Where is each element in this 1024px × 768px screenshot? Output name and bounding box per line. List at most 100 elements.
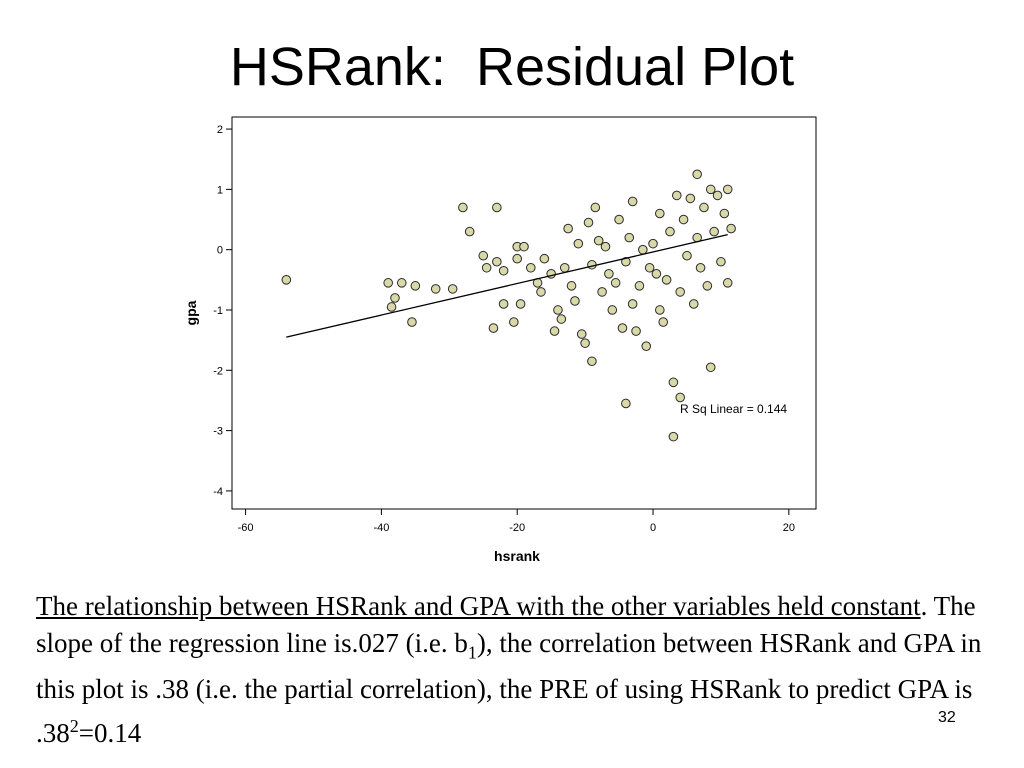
scatter-point	[519, 241, 529, 252]
scatter-point	[655, 208, 665, 219]
x-axis-label: hsrank	[494, 548, 540, 564]
scatter-point	[464, 226, 475, 237]
scatter-point	[509, 317, 519, 327]
y-tick-label: 1	[217, 184, 223, 196]
x-tick-label: -60	[238, 522, 254, 534]
scatter-point	[386, 302, 397, 312]
scatter-point	[621, 256, 631, 267]
scatter-point	[600, 241, 611, 252]
scatter-point	[407, 317, 417, 327]
scatter-point	[563, 223, 573, 234]
scatter-point	[665, 226, 675, 237]
scatter-point	[722, 184, 733, 195]
caption-text-3: =0.14	[78, 718, 142, 749]
x-axis-ticks: -60 -40 -20 0 20	[238, 509, 795, 534]
scatter-point	[631, 326, 641, 336]
caption-underlined-text: The relationship between HSRank and GPA …	[36, 591, 921, 621]
scatter-point	[525, 262, 536, 273]
scatter-point	[655, 305, 665, 315]
scatter-point	[396, 278, 407, 288]
scatter-point	[430, 284, 441, 294]
scatter-point	[624, 232, 635, 243]
scatter-point	[536, 287, 546, 297]
x-tick-label: -20	[509, 522, 525, 534]
scatter-point	[281, 275, 292, 285]
scatter-point	[614, 214, 624, 225]
scatter-point	[682, 250, 692, 261]
scatter-point	[651, 269, 662, 279]
x-tick-label: 0	[650, 522, 656, 534]
scatter-point	[607, 305, 618, 315]
regression-line	[286, 233, 728, 338]
y-axis-ticks: 2 1 0 -1 -2 -3 -4	[213, 124, 232, 498]
scatter-point	[668, 377, 679, 388]
y-tick-label: -2	[213, 365, 223, 377]
scatter-point	[597, 287, 607, 297]
caption-text-2: ), the correlation between HSRank and GP…	[36, 628, 982, 749]
r-squared-annotation: R Sq Linear = 0.144	[680, 402, 787, 416]
scatter-point	[705, 184, 716, 195]
scatter-point	[458, 202, 468, 213]
scatter-point	[410, 281, 421, 291]
y-tick-label: -4	[213, 486, 223, 498]
scatter-points	[281, 169, 736, 442]
scatter-point	[722, 278, 733, 288]
x-tick-label: 20	[783, 522, 795, 534]
scatter-point	[512, 253, 523, 264]
caption-superscript: 2	[69, 716, 79, 737]
scatter-point	[515, 299, 526, 309]
scatter-point	[583, 217, 594, 228]
slide-number: 32	[938, 709, 956, 726]
scatter-point	[688, 299, 699, 309]
scatter-point	[634, 281, 645, 291]
scatter-point	[621, 398, 631, 409]
scatter-point	[587, 259, 597, 270]
scatter-point	[492, 202, 502, 213]
scatter-point	[668, 431, 679, 442]
plot-frame	[231, 116, 817, 510]
scatter-point	[570, 296, 580, 306]
scatter-point	[675, 392, 685, 403]
scatter-point	[719, 208, 730, 219]
scatter-point	[488, 323, 499, 333]
scatter-point	[559, 262, 570, 273]
scatter-point	[447, 284, 458, 294]
scatter-point	[587, 356, 597, 367]
residual-scatter-plot: 2 1 0 -1 -2 -3 -4 -60 -40 -20 0 20 R Sq Linear = 0…	[183, 116, 817, 564]
y-tick-label: -1	[213, 305, 223, 317]
caption-subscript: 1	[467, 642, 477, 663]
scatter-point	[539, 253, 550, 264]
scatter-point	[699, 202, 709, 213]
scatter-point	[685, 193, 696, 204]
scatter-point	[610, 278, 621, 288]
scatter-point	[641, 341, 652, 351]
scatter-point	[702, 281, 713, 291]
caption-text-1: . The slope of the regression line is.02…	[36, 591, 976, 658]
scatter-point	[658, 317, 669, 327]
scatter-point	[383, 278, 393, 288]
scatter-point	[556, 314, 567, 324]
scatter-point	[580, 338, 590, 348]
scatter-point	[712, 190, 723, 201]
scatter-point	[716, 256, 726, 267]
scatter-point	[644, 262, 655, 273]
y-axis-label: gpa	[183, 300, 199, 325]
x-tick-label: -40	[373, 522, 389, 534]
scatter-point	[566, 281, 577, 291]
scatter-point	[695, 262, 706, 273]
scatter-point	[390, 293, 400, 303]
scatter-point	[590, 202, 601, 213]
scatter-point	[604, 269, 614, 279]
scatter-point	[617, 323, 628, 333]
scatter-point	[498, 265, 509, 276]
scatter-point	[498, 299, 509, 309]
scatter-point	[692, 169, 702, 180]
scatter-point	[492, 256, 502, 267]
scatter-point	[726, 223, 736, 234]
scatter-point	[661, 275, 672, 285]
slide-caption: The relationship between HSRank and GPA …	[36, 588, 1011, 752]
scatter-point	[648, 238, 658, 249]
scatter-point	[553, 305, 563, 315]
scatter-point	[593, 235, 604, 246]
scatter-point	[675, 287, 685, 297]
